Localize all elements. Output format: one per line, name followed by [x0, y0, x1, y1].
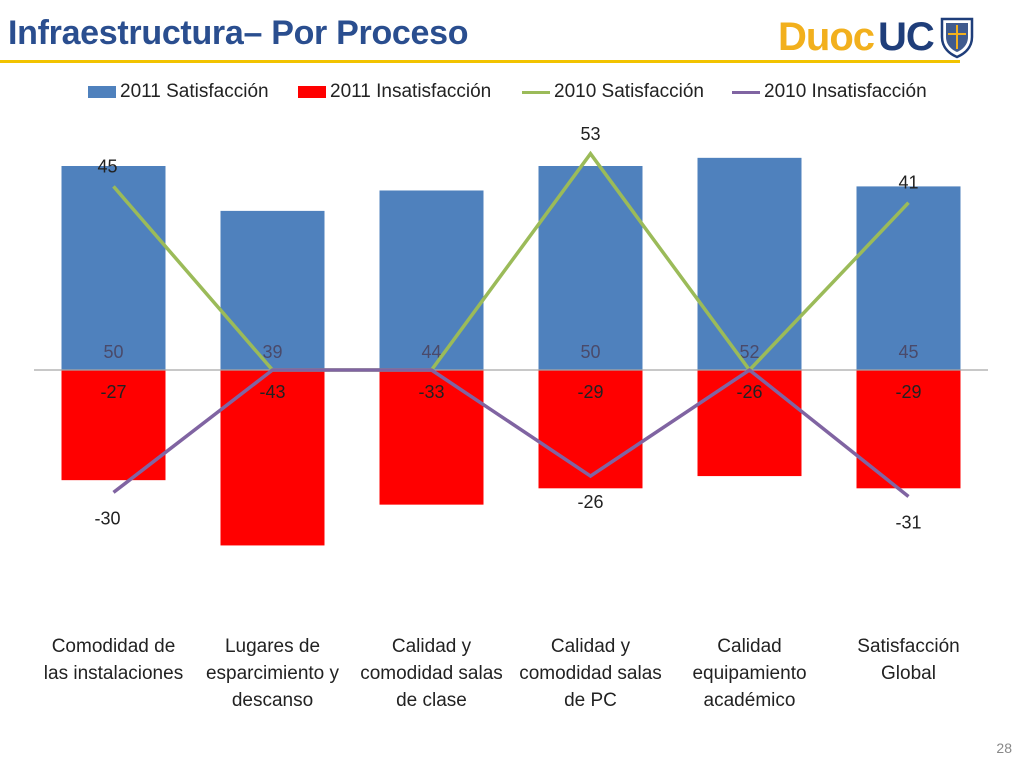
data-label-2011-satisfaccion: 52: [739, 342, 759, 362]
bar-2011-insatisfaccion: [220, 370, 325, 546]
bar-2011-satisfaccion: [61, 166, 166, 370]
bar-2011-insatisfaccion: [538, 370, 643, 489]
data-label-2011-satisfaccion: 44: [421, 342, 441, 362]
legend-item-sat2010: 2010 Satisfacción: [522, 80, 704, 104]
category-label-line: esparcimiento y: [206, 663, 340, 684]
legend-swatch-sat2011: [88, 86, 116, 98]
page-number: 28: [996, 740, 1012, 756]
data-label-2011-satisfaccion: 50: [580, 342, 600, 362]
data-label-2010-insatisfaccion: -26: [577, 492, 603, 512]
category-label-line: las instalaciones: [44, 663, 183, 684]
bar-2011-insatisfaccion: [61, 370, 166, 481]
category-label-line: Global: [881, 663, 936, 684]
chart-legend: 2011 Satisfacción 2011 Insatisfacción 20…: [0, 80, 1024, 104]
data-label-2010-satisfaccion: 53: [580, 124, 600, 144]
legend-item-insat2011: 2011 Insatisfacción: [298, 80, 491, 104]
data-label-2011-insatisfaccion: -29: [895, 382, 921, 402]
category-label-line: comodidad salas: [519, 663, 662, 684]
legend-item-insat2010: 2010 Insatisfacción: [732, 80, 927, 104]
category-label: Lugares de esparcimiento y descanso: [206, 636, 340, 711]
bar-2011-satisfaccion: [379, 190, 484, 370]
category-label-line: comodidad salas: [360, 663, 503, 684]
legend-label: 2011 Satisfacción: [120, 81, 269, 102]
category-label-line: Satisfacción: [857, 636, 959, 657]
logo-text-uc: UC: [878, 14, 935, 59]
data-label-2011-insatisfaccion: -33: [418, 382, 444, 402]
category-label-line: Comodidad de: [52, 636, 176, 657]
data-label-2011-insatisfaccion: -29: [577, 382, 603, 402]
category-label-line: de PC: [564, 690, 617, 711]
data-label-2011-satisfaccion: 39: [262, 342, 282, 362]
data-label-2010-satisfaccion: 45: [97, 156, 117, 176]
category-label: Satisfacción Global: [857, 636, 959, 684]
data-label-2010-insatisfaccion: -30: [94, 508, 120, 528]
category-label-line: Calidad: [717, 636, 781, 657]
data-label-2011-satisfaccion: 50: [103, 342, 123, 362]
data-label-2011-satisfaccion: 45: [898, 342, 918, 362]
legend-item-sat2011: 2011 Satisfacción: [88, 80, 269, 104]
category-label: Calidad y comodidad salas de clase: [360, 636, 503, 711]
category-label: Calidad y comodidad salas de PC: [519, 636, 662, 711]
data-label-2011-insatisfaccion: -43: [259, 382, 285, 402]
category-label-line: Calidad y: [392, 636, 472, 657]
legend-swatch-insat2010: [732, 90, 760, 94]
bar-2011-satisfaccion: [220, 210, 325, 370]
bar-2011-insatisfaccion: [697, 370, 802, 477]
data-label-2011-insatisfaccion: -27: [100, 382, 126, 402]
category-label-line: de clase: [396, 690, 467, 711]
category-label: Calidad equipamiento académico: [692, 636, 806, 711]
line-2010-insatisfaccion: [112, 367, 910, 498]
data-label-2010-satisfaccion: 41: [898, 173, 918, 193]
legend-label: 2010 Insatisfacción: [764, 81, 927, 102]
bar-2011-satisfaccion: [856, 186, 961, 370]
bar-line-chart: 50 39 44 50 52 45 -27 -43 -33 -29 -26 -29 45 53 41 -30 -…: [34, 124, 988, 711]
legend-label: 2011 Insatisfacción: [330, 81, 492, 102]
category-label-line: descanso: [232, 690, 313, 711]
line-2010-satisfaccion: [112, 150, 910, 373]
legend-swatch-sat2010: [522, 90, 550, 94]
logo-text-duoc: Duoc: [778, 14, 875, 59]
category-label-line: Lugares de: [225, 636, 320, 657]
title-underline: [0, 60, 960, 63]
slide-title: Infraestructura– Por Proceso: [8, 14, 469, 52]
legend-swatch-insat2011: [298, 86, 326, 98]
category-label-line: académico: [704, 690, 796, 711]
bar-2011-satisfaccion: [538, 166, 643, 370]
seal-icon: [940, 17, 974, 59]
legend-label: 2010 Satisfacción: [554, 81, 704, 102]
category-label-line: Calidad y: [551, 636, 631, 657]
data-label-2010-insatisfaccion: -31: [895, 512, 921, 532]
category-label: Comodidad de las instalaciones: [44, 636, 183, 684]
duoc-uc-logo: Duoc UC: [778, 12, 976, 62]
category-label-line: equipamiento: [692, 663, 806, 684]
bar-2011-satisfaccion: [697, 157, 802, 370]
data-label-2011-insatisfaccion: -26: [736, 382, 762, 402]
